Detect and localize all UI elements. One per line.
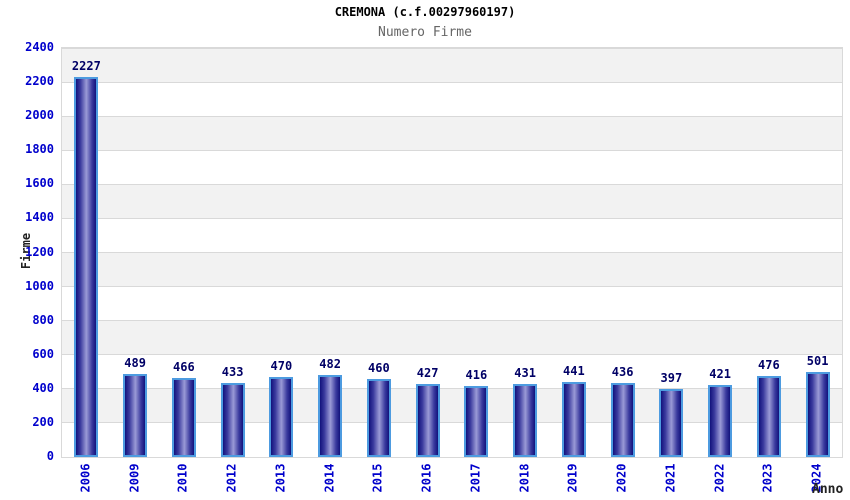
grid-band xyxy=(62,150,842,185)
y-tick-label: 1800 xyxy=(25,142,54,157)
bar xyxy=(74,77,99,457)
grid-band xyxy=(62,48,842,83)
chart-subtitle: Numero Firme xyxy=(378,25,472,40)
bar xyxy=(171,377,196,457)
grid-line xyxy=(62,286,842,288)
grid-band xyxy=(62,116,842,151)
bar xyxy=(220,383,245,457)
y-tick-label: 400 xyxy=(32,380,54,395)
grid-line xyxy=(62,149,842,151)
grid-line xyxy=(62,388,842,390)
y-tick-label: 0 xyxy=(46,449,54,463)
y-tick-label: 2200 xyxy=(25,74,54,89)
y-tick-label: 2400 xyxy=(25,40,54,54)
bar xyxy=(756,375,781,457)
y-tick-label: 600 xyxy=(32,346,54,361)
bar xyxy=(269,376,294,457)
grid-line xyxy=(62,183,842,185)
grid-line xyxy=(62,354,842,356)
grid-band xyxy=(62,218,842,253)
y-tick-label: 200 xyxy=(32,414,54,429)
bar xyxy=(366,378,391,457)
bar xyxy=(708,385,733,457)
y-tick-label: 800 xyxy=(32,312,54,327)
y-tick-label: 1200 xyxy=(25,244,54,259)
grid-band xyxy=(62,82,842,117)
bar xyxy=(561,381,586,457)
bar xyxy=(318,374,343,457)
bar xyxy=(805,371,830,457)
grid-line xyxy=(62,115,842,117)
grid-line xyxy=(62,217,842,219)
x-axis-title: Anno xyxy=(812,482,844,497)
bar xyxy=(123,373,148,457)
chart-title: CREMONA (c.f.00297960197) xyxy=(334,5,516,19)
y-tick-label: 1600 xyxy=(25,176,54,191)
bar xyxy=(464,386,489,457)
grid-band xyxy=(62,184,842,219)
grid-band xyxy=(62,286,842,321)
grid-line xyxy=(62,81,842,83)
plot-area: 2227 489 466 433 470 482 460 427 416 431 441 436 397… xyxy=(61,47,843,458)
bar xyxy=(513,383,538,457)
y-tick-label: 1400 xyxy=(25,210,54,225)
grid-band xyxy=(62,320,842,355)
bar xyxy=(659,389,684,457)
grid-line xyxy=(62,422,842,424)
y-tick-label: 2000 xyxy=(25,108,54,123)
grid-line xyxy=(62,252,842,253)
y-tick-label: 1000 xyxy=(25,278,54,293)
grid-band xyxy=(62,252,842,287)
bar xyxy=(415,384,440,457)
grid-line xyxy=(62,320,842,322)
bar xyxy=(610,382,635,457)
grid-line xyxy=(62,47,842,49)
